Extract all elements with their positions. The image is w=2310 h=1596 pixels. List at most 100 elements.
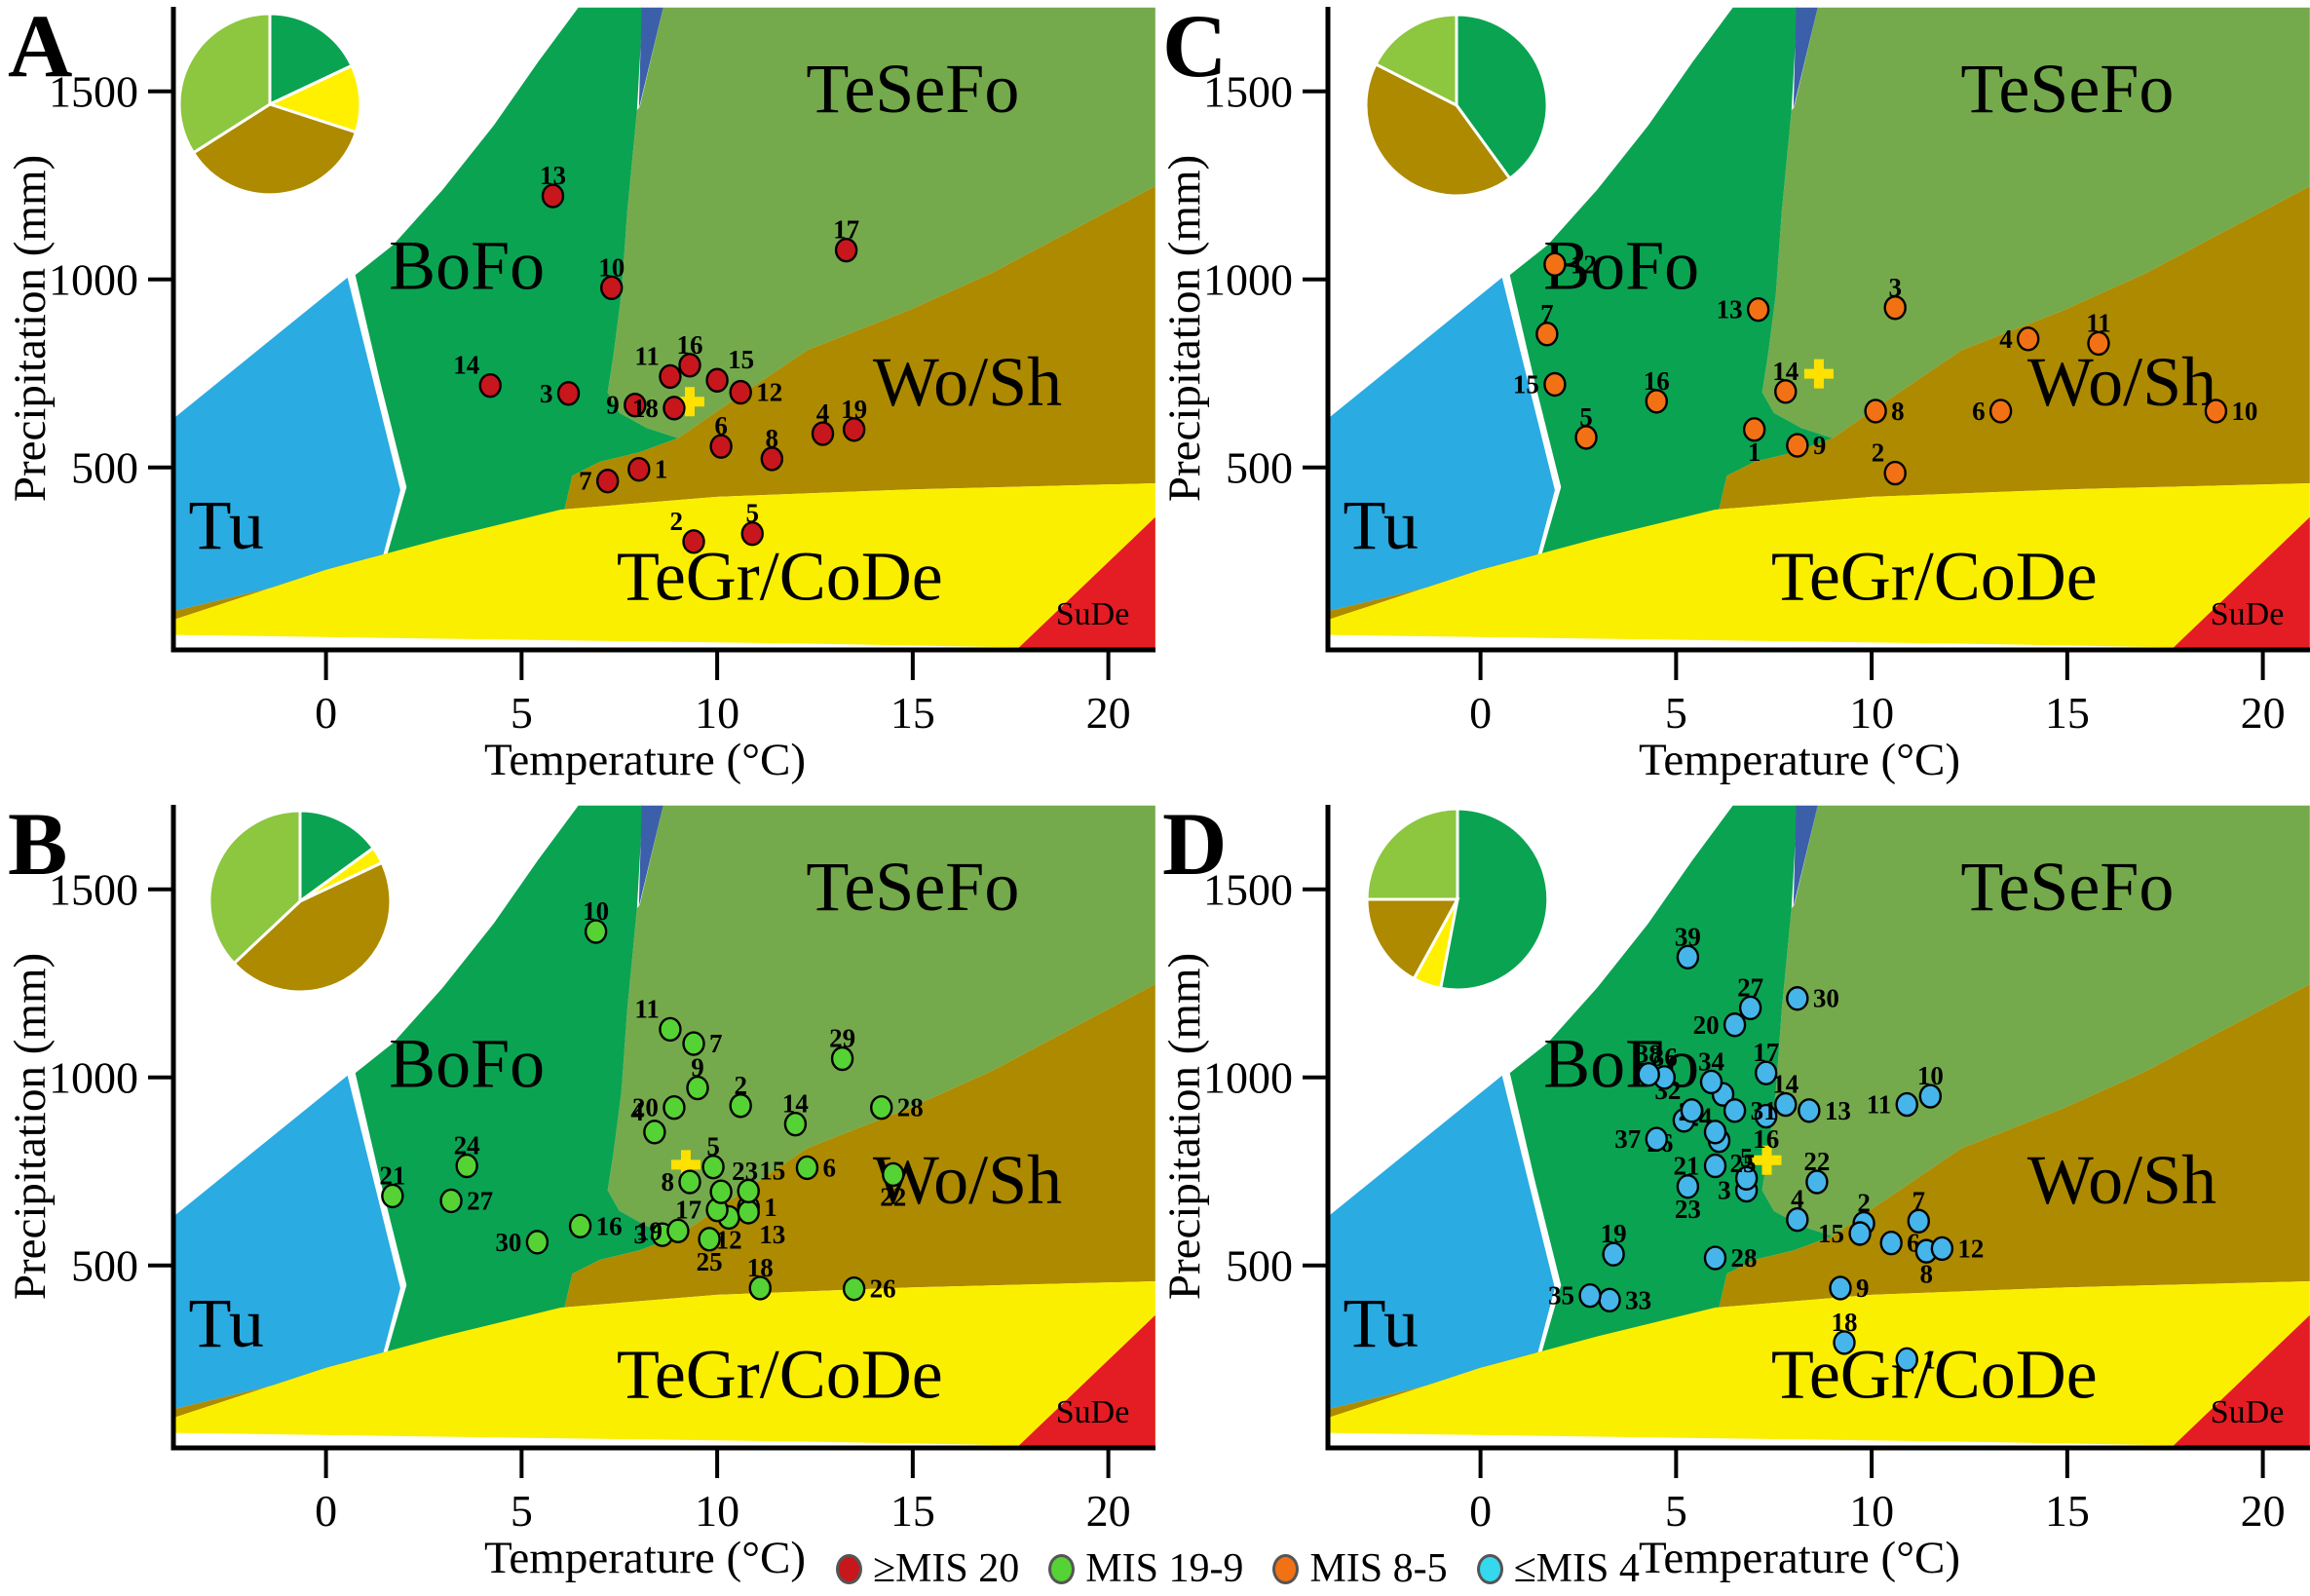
pie-slice-C-0 xyxy=(1455,13,1549,181)
point-label-A-10: 10 xyxy=(598,252,625,282)
point-D-5 xyxy=(1734,1165,1759,1191)
y-tick-label: 1500 xyxy=(49,864,138,914)
region-bofo xyxy=(355,7,678,566)
region-label-sude: SuDe xyxy=(1056,1394,1130,1430)
region-wosh xyxy=(173,186,1155,621)
point-label-B-15: 15 xyxy=(759,1156,785,1185)
point-A-15 xyxy=(705,367,729,393)
y-tick-label: 500 xyxy=(1226,442,1293,492)
legend-item-mis4: ≤MIS 4 xyxy=(1476,1545,1640,1592)
point-label-D-1: 1 xyxy=(1922,1345,1936,1374)
y-tick-label: 1500 xyxy=(1203,66,1293,116)
point-D-15 xyxy=(1848,1221,1872,1246)
point-label-B-29: 29 xyxy=(829,1024,855,1053)
legend-dot-mis4-icon xyxy=(1476,1553,1503,1584)
region-label-tu: Tu xyxy=(1343,486,1418,564)
region-tesefo xyxy=(1761,805,2310,1236)
point-D-38 xyxy=(1637,1062,1660,1087)
point-B-20 xyxy=(663,1094,686,1121)
x-tick-label: 5 xyxy=(511,1486,533,1536)
point-label-D-39: 39 xyxy=(1675,922,1701,951)
region-label-tu: Tu xyxy=(188,1284,263,1362)
point-label-B-24: 24 xyxy=(454,1131,480,1160)
point-A-18 xyxy=(663,396,686,421)
x-tick-label: 20 xyxy=(2241,1486,2286,1536)
region-label-tesefo: TeSeFo xyxy=(1960,848,2174,926)
legend-label-mis20: ≥MIS 20 xyxy=(873,1546,1020,1591)
legend-item-mis8-5: MIS 8-5 xyxy=(1272,1545,1448,1592)
y-tick-label: 500 xyxy=(1226,1240,1293,1290)
point-D-37 xyxy=(1645,1126,1668,1152)
y-tick-label: 500 xyxy=(71,442,138,492)
point-C-7 xyxy=(1535,322,1559,347)
pie-slice-D-0 xyxy=(1438,807,1550,992)
pie-slice-B-3 xyxy=(208,809,302,966)
point-D-12 xyxy=(1930,1235,1954,1262)
point-label-C-1: 1 xyxy=(1748,437,1761,467)
point-label-A-16: 16 xyxy=(676,330,702,360)
pie-slice-A-2 xyxy=(191,102,359,197)
point-D-10 xyxy=(1918,1083,1943,1109)
modern-climate-cross-B xyxy=(670,1150,701,1180)
point-label-D-2: 2 xyxy=(1857,1189,1871,1218)
pie-inset-A xyxy=(177,12,362,197)
point-label-B-9: 9 xyxy=(691,1053,704,1083)
point-B-15 xyxy=(737,1178,760,1204)
point-B-26 xyxy=(842,1276,866,1302)
x-tick-label: 5 xyxy=(1665,688,1687,738)
point-A-19 xyxy=(842,417,866,442)
point-label-B-6: 6 xyxy=(822,1153,836,1182)
point-label-C-7: 7 xyxy=(1540,299,1554,328)
y-axis-title: Precipitation (mm) xyxy=(1159,155,1210,502)
y-tick-label: 1500 xyxy=(49,66,138,116)
modern-climate-cross-C xyxy=(1803,359,1834,389)
point-label-B-3: 3 xyxy=(633,1220,647,1249)
point-B-6 xyxy=(795,1155,819,1181)
pie-inset-C xyxy=(1364,13,1549,198)
region-wosh xyxy=(1328,984,2310,1419)
point-label-A-15: 15 xyxy=(728,345,754,374)
point-B-23 xyxy=(709,1179,733,1204)
point-label-B-18: 18 xyxy=(747,1253,774,1282)
point-label-B-21: 21 xyxy=(379,1160,405,1190)
point-A-13 xyxy=(541,183,565,209)
point-label-D-7: 7 xyxy=(1912,1186,1926,1215)
point-label-C-11: 11 xyxy=(2086,308,2111,337)
x-tick-label: 20 xyxy=(1086,1486,1131,1536)
region-label-tegr-code: TeGr/CoDe xyxy=(1771,1336,2098,1414)
point-B-16 xyxy=(568,1213,592,1238)
x-tick-label: 5 xyxy=(511,688,533,738)
point-label-A-2: 2 xyxy=(670,507,684,536)
x-tick-label: 0 xyxy=(1469,1486,1492,1536)
point-D-34 xyxy=(1699,1069,1723,1095)
pie-slice-A-0 xyxy=(268,12,355,107)
point-A-14 xyxy=(478,372,502,399)
point-D-17 xyxy=(1754,1060,1778,1085)
point-A-2 xyxy=(682,529,705,554)
pie-slice-C-2 xyxy=(1374,13,1458,108)
point-label-D-4: 4 xyxy=(1791,1185,1804,1214)
point-label-A-9: 9 xyxy=(606,391,620,420)
point-label-C-13: 13 xyxy=(1717,295,1743,324)
y-tick-label: 1000 xyxy=(1203,1052,1293,1102)
point-A-9 xyxy=(624,393,647,418)
point-B-14 xyxy=(783,1111,808,1137)
point-label-D-30: 30 xyxy=(1813,984,1839,1013)
region-tu xyxy=(1328,1075,1555,1410)
point-D-19 xyxy=(1602,1241,1625,1267)
region-label-sude: SuDe xyxy=(2211,596,2285,632)
point-A-10 xyxy=(599,275,624,300)
point-label-D-5: 5 xyxy=(1740,1143,1754,1172)
x-axis-title: Temperature (°C) xyxy=(484,735,806,785)
point-label-A-14: 14 xyxy=(453,351,479,380)
point-label-B-8: 8 xyxy=(661,1167,674,1197)
point-label-D-16: 16 xyxy=(1753,1124,1779,1154)
y-axis-title: Precipitation (mm) xyxy=(5,155,56,502)
y-tick-label: 1000 xyxy=(1203,254,1293,304)
point-C-9 xyxy=(1786,433,1809,458)
point-label-D-3: 3 xyxy=(1718,1176,1731,1205)
region-label-tesefo: TeSeFo xyxy=(806,848,1019,926)
point-label-B-4: 4 xyxy=(630,1097,644,1126)
